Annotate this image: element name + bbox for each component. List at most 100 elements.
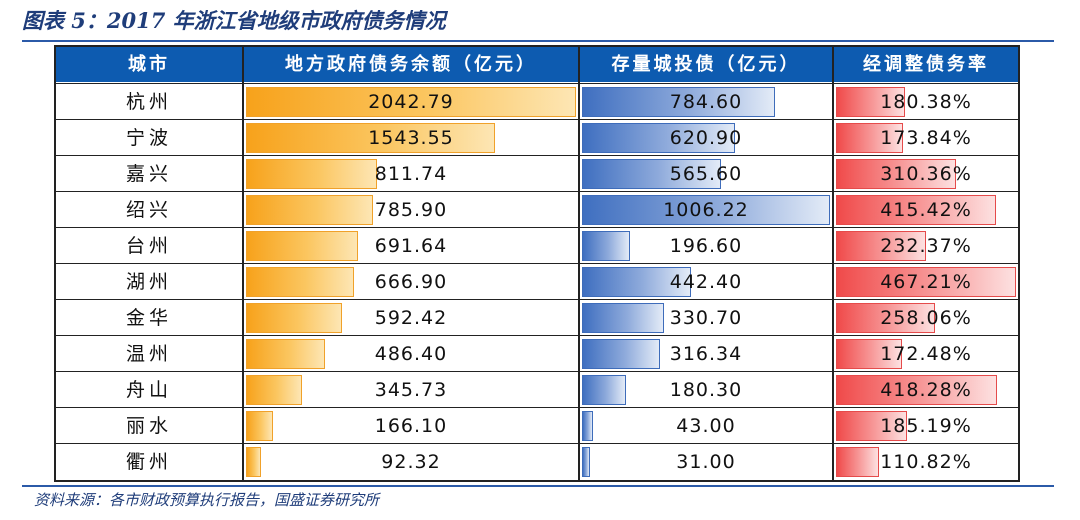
ratio-value: 415.42% xyxy=(880,199,972,221)
ratio-bar xyxy=(836,123,903,153)
chengtou-cell: 180.30 xyxy=(580,372,832,408)
ratio-bar xyxy=(836,339,903,369)
chengtou-value: 316.34 xyxy=(669,343,743,365)
gov-debt-cell: 785.90 xyxy=(244,192,578,228)
table-row: 舟山 345.73 180.30 418.28% xyxy=(56,372,1018,408)
gov-debt-cell: 592.42 xyxy=(244,300,578,336)
chengtou-bar xyxy=(582,123,736,153)
city-name: 绍兴 xyxy=(125,199,172,221)
gov-debt-cell: 691.64 xyxy=(244,228,578,264)
gov-debt-cell: 92.32 xyxy=(244,444,578,480)
ratio-bar xyxy=(836,411,908,441)
ratio-cell: 310.36% xyxy=(834,156,1018,192)
ratio-bar xyxy=(836,303,936,333)
gov-debt-value: 1543.55 xyxy=(368,127,454,149)
ratio-bar xyxy=(836,195,997,225)
gov-debt-value: 785.90 xyxy=(374,199,448,221)
ratio-value: 467.21% xyxy=(880,271,972,293)
ratio-cell: 173.84% xyxy=(834,120,1018,156)
ratio-cell: 110.82% xyxy=(834,444,1018,480)
city-name: 台州 xyxy=(125,235,172,257)
chengtou-cell: 442.40 xyxy=(580,264,832,300)
header-chengtou: 存量城投债（亿元） xyxy=(611,54,801,75)
ratio-bar xyxy=(836,267,1016,297)
chengtou-value: 565.60 xyxy=(669,163,743,185)
gov-debt-bar xyxy=(246,159,378,189)
ratio-value: 232.37% xyxy=(880,235,972,257)
gov-debt-value: 92.32 xyxy=(381,451,441,473)
city-name: 温州 xyxy=(125,343,172,365)
row-divider xyxy=(56,335,1018,336)
row-divider xyxy=(56,83,1018,84)
city-name: 宁波 xyxy=(125,127,172,149)
ratio-cell: 415.42% xyxy=(834,192,1018,228)
header-city: 城市 xyxy=(128,54,170,75)
chengtou-cell: 43.00 xyxy=(580,408,832,444)
chengtou-bar xyxy=(582,231,631,261)
row-divider xyxy=(56,263,1018,264)
source-note: 资料来源：各市财政预算执行报告，国盛证券研究所 xyxy=(34,491,380,509)
source-rule xyxy=(22,485,1054,487)
city-name: 舟山 xyxy=(125,379,172,401)
gov-debt-bar xyxy=(246,411,273,441)
gov-debt-cell: 486.40 xyxy=(244,336,578,372)
table-row: 杭州 2042.79 784.60 180.38% xyxy=(56,84,1018,120)
chengtou-bar xyxy=(582,375,627,405)
header-gov-debt: 地方政府债务余额（亿元） xyxy=(285,54,537,75)
city-name: 金华 xyxy=(125,307,172,329)
ratio-bar xyxy=(836,231,926,261)
ratio-bar xyxy=(836,87,906,117)
chengtou-cell: 330.70 xyxy=(580,300,832,336)
gov-debt-bar xyxy=(246,303,342,333)
table-row: 台州 691.64 196.60 232.37% xyxy=(56,228,1018,264)
table-row: 丽水 166.10 43.00 185.19% xyxy=(56,408,1018,444)
column-divider xyxy=(578,47,580,480)
ratio-bar xyxy=(836,159,956,189)
row-divider xyxy=(56,443,1018,444)
row-divider xyxy=(56,227,1018,228)
gov-debt-value: 166.10 xyxy=(374,415,448,437)
ratio-value: 173.84% xyxy=(880,127,972,149)
gov-debt-cell: 2042.79 xyxy=(244,84,578,120)
table-row: 衢州 92.32 31.00 110.82% xyxy=(56,444,1018,480)
table-row: 湖州 666.90 442.40 467.21% xyxy=(56,264,1018,300)
ratio-bar xyxy=(836,447,879,477)
gov-debt-cell: 345.73 xyxy=(244,372,578,408)
gov-debt-bar xyxy=(246,267,354,297)
row-divider xyxy=(56,407,1018,408)
chengtou-cell: 316.34 xyxy=(580,336,832,372)
ratio-bar xyxy=(836,375,998,405)
ratio-cell: 467.21% xyxy=(834,264,1018,300)
row-divider xyxy=(56,155,1018,156)
city-name: 丽水 xyxy=(125,415,172,437)
table-header: 城市 地方政府债务余额（亿元） 存量城投债（亿元） 经调整债务率 xyxy=(56,47,1018,82)
gov-debt-value: 345.73 xyxy=(374,379,448,401)
row-divider xyxy=(56,191,1018,192)
gov-debt-value: 486.40 xyxy=(374,343,448,365)
chengtou-cell: 196.60 xyxy=(580,228,832,264)
chengtou-cell: 620.90 xyxy=(580,120,832,156)
ratio-cell: 418.28% xyxy=(834,372,1018,408)
gov-debt-cell: 666.90 xyxy=(244,264,578,300)
chengtou-cell: 565.60 xyxy=(580,156,832,192)
gov-debt-value: 2042.79 xyxy=(368,91,454,113)
gov-debt-cell: 811.74 xyxy=(244,156,578,192)
chengtou-value: 31.00 xyxy=(676,451,736,473)
debt-table: 城市 地方政府债务余额（亿元） 存量城投债（亿元） 经调整债务率 杭州 2042.… xyxy=(54,45,1020,482)
chengtou-bar xyxy=(582,339,660,369)
ratio-value: 185.19% xyxy=(880,415,972,437)
chengtou-value: 196.60 xyxy=(669,235,743,257)
table-row: 绍兴 785.90 1006.22 415.42% xyxy=(56,192,1018,228)
chengtou-cell: 1006.22 xyxy=(580,192,832,228)
city-name: 杭州 xyxy=(125,91,172,113)
chengtou-value: 442.40 xyxy=(669,271,743,293)
ratio-value: 172.48% xyxy=(880,343,972,365)
column-divider xyxy=(832,47,834,480)
ratio-value: 418.28% xyxy=(880,379,972,401)
row-divider xyxy=(56,371,1018,372)
chengtou-value: 784.60 xyxy=(669,91,743,113)
chengtou-bar xyxy=(582,195,830,225)
ratio-value: 180.38% xyxy=(880,91,972,113)
chengtou-bar xyxy=(582,303,664,333)
ratio-cell: 258.06% xyxy=(834,300,1018,336)
